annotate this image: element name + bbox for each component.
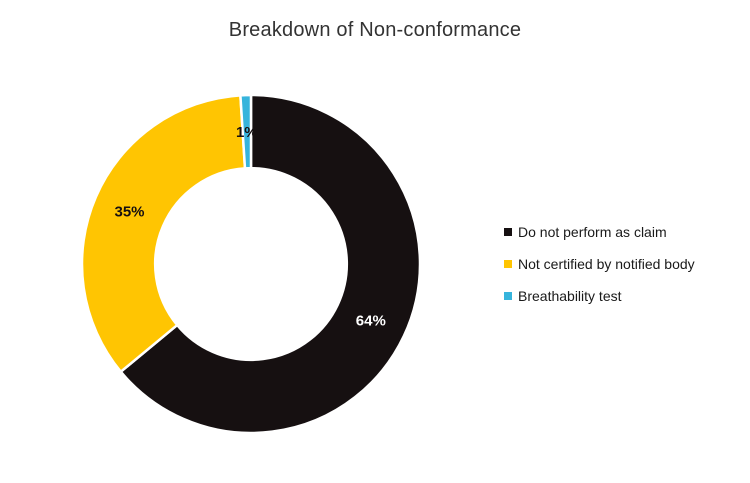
slice-percent-label: 64% <box>356 313 386 330</box>
legend-item-label: Do not perform as claim <box>518 224 667 240</box>
donut-slice <box>119 93 422 435</box>
legend-marker-icon <box>504 228 512 236</box>
chart-legend: Do not perform as claim Not certified by… <box>504 221 695 307</box>
legend-item-do-not-perform: Do not perform as claim <box>504 221 695 243</box>
legend-item-label: Breathability test <box>518 288 622 304</box>
legend-item-label: Not certified by notified body <box>518 256 695 272</box>
legend-marker-icon <box>504 292 512 300</box>
legend-item-breathability: Breathability test <box>504 285 695 307</box>
donut-slice <box>80 94 247 374</box>
legend-item-not-certified: Not certified by notified body <box>504 253 695 275</box>
donut-slice <box>239 93 253 170</box>
chart-title: Breakdown of Non-conformance <box>228 19 522 41</box>
legend-marker-icon <box>504 260 512 268</box>
slice-percent-label: 1% <box>236 124 258 141</box>
slice-percent-label: 35% <box>114 204 144 221</box>
